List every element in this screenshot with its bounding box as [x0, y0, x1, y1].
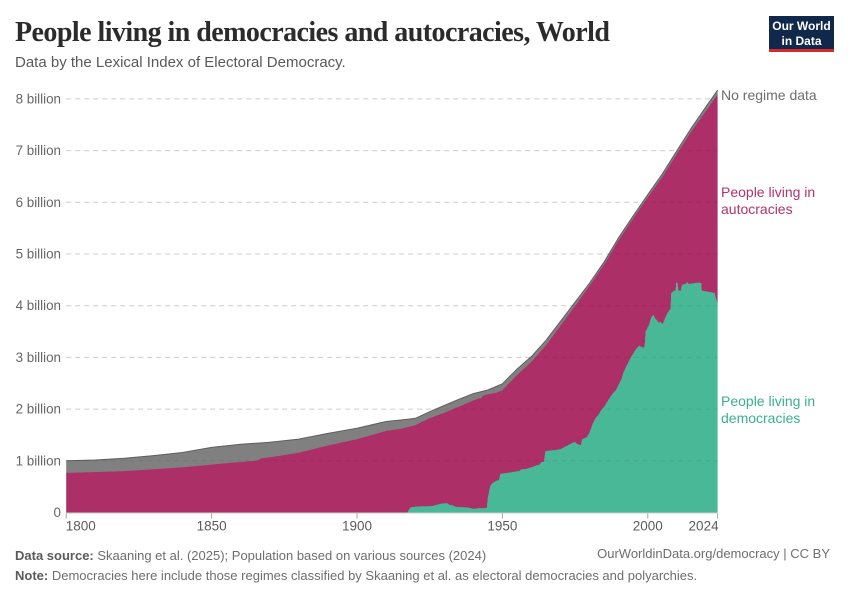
- svg-text:2 billion: 2 billion: [16, 402, 61, 417]
- svg-text:6 billion: 6 billion: [16, 195, 61, 210]
- svg-text:1900: 1900: [342, 519, 372, 534]
- svg-text:1800: 1800: [66, 519, 96, 534]
- svg-text:0: 0: [54, 505, 61, 520]
- svg-text:3 billion: 3 billion: [16, 350, 61, 365]
- svg-text:1850: 1850: [197, 519, 227, 534]
- svg-text:5 billion: 5 billion: [16, 247, 61, 262]
- svg-text:2000: 2000: [633, 519, 663, 534]
- svg-text:7 billion: 7 billion: [16, 143, 61, 158]
- svg-text:4 billion: 4 billion: [16, 298, 61, 313]
- svg-text:2024: 2024: [689, 519, 720, 534]
- svg-text:8 billion: 8 billion: [16, 91, 61, 106]
- svg-text:1950: 1950: [487, 519, 517, 534]
- svg-text:1 billion: 1 billion: [16, 453, 61, 468]
